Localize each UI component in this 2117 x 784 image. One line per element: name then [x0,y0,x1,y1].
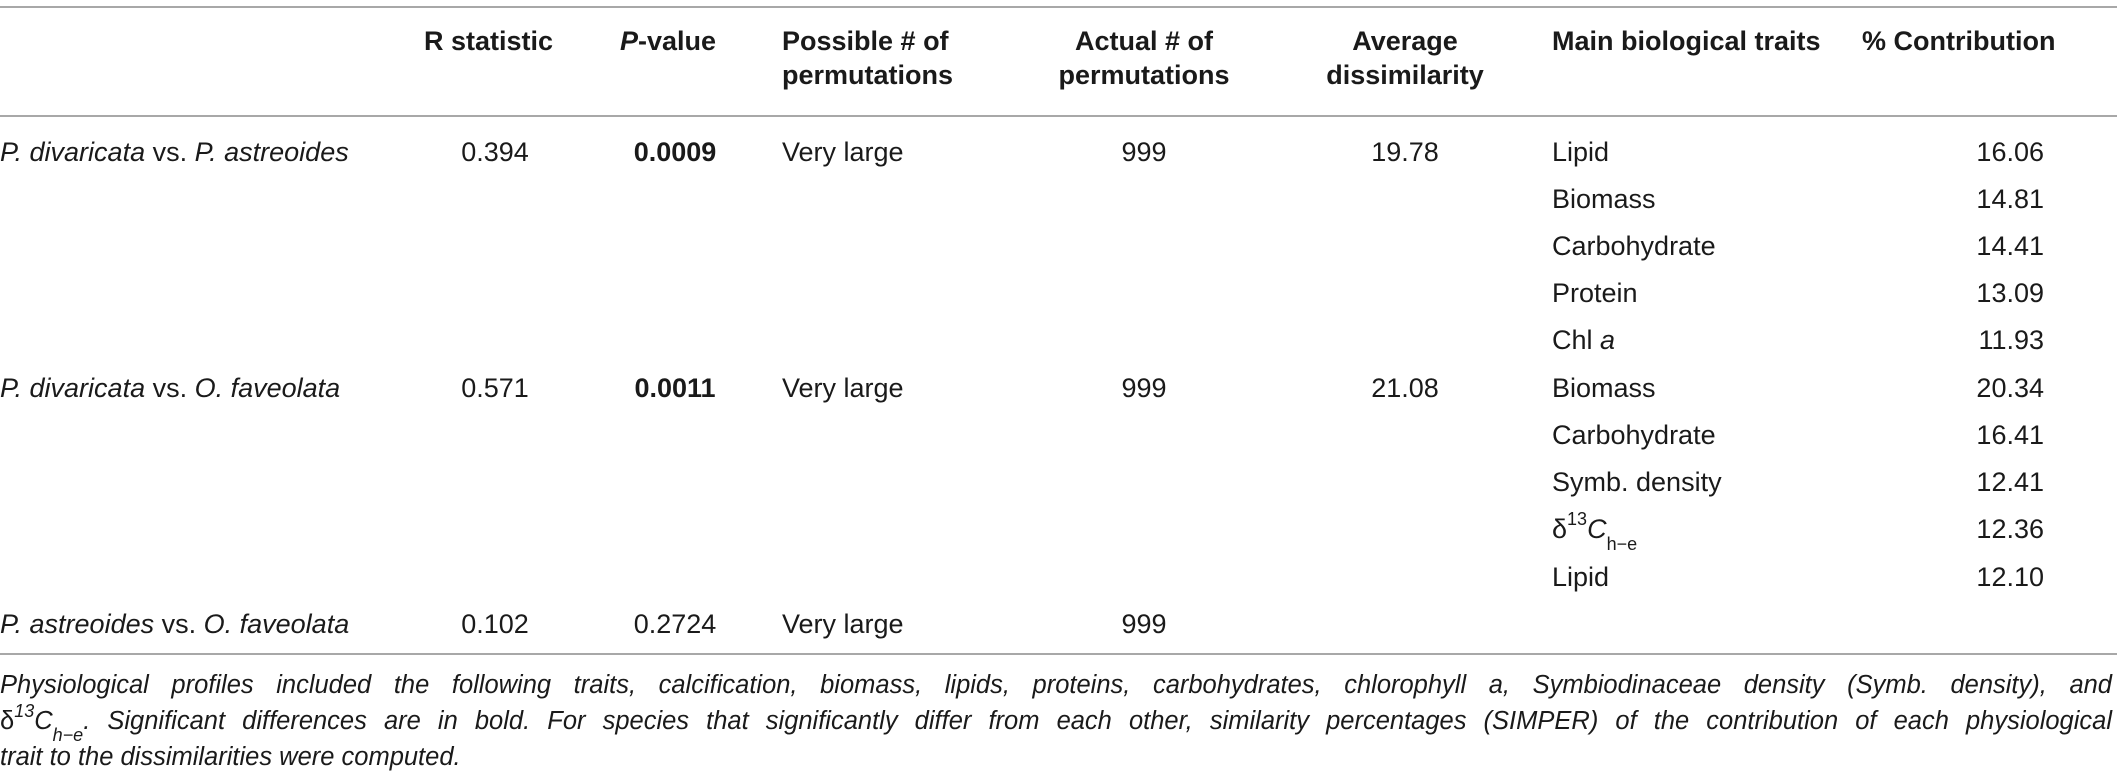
header-possible-permutations: Possible # of permutations [782,26,954,90]
trait-name: Carbohydrate [1552,231,1716,261]
r-statistic-value: 0.571 [461,373,529,403]
trait-name: δ13Ch−e [1552,509,1638,555]
trait-contribution: 16.06 [1976,137,2044,167]
p-value: 0.2724 [633,609,717,639]
footnote-line: trait to the dissimilarities were comput… [0,743,461,771]
trait-contribution: 16.41 [1976,420,2044,450]
header-r-statistic: R statistic [424,26,554,56]
trait-contribution: 14.41 [1976,231,2044,261]
table-header-rule [0,115,2117,117]
possible-permutations-value: Very large [782,137,904,167]
p-value: 0.0009 [633,137,717,167]
trait-contribution: 14.81 [1976,184,2044,214]
trait-contribution: 13.09 [1976,278,2044,308]
actual-permutations-value: 999 [1121,137,1167,167]
average-dissimilarity-value: 21.08 [1371,373,1439,403]
comparison-label: P. astreoides vs. O. faveolata [0,609,350,639]
trait-name: Biomass [1552,373,1656,403]
r-statistic-value: 0.102 [461,609,529,639]
header-main-biological-traits: Main biological traits [1552,26,1821,56]
r-statistic-value: 0.394 [461,137,529,167]
possible-permutations-value: Very large [782,609,904,639]
comparison-label: P. divaricata vs. O. faveolata [0,373,341,403]
table-footnote: Physiological profiles included the foll… [0,667,2112,775]
trait-contribution: 20.34 [1976,373,2044,403]
table-top-rule [0,6,2117,8]
p-value: 0.0011 [634,373,716,403]
footnote-line: Physiological profiles included the foll… [0,671,2112,699]
average-dissimilarity-value: 19.78 [1371,137,1439,167]
header-contribution: % Contribution [1862,26,2056,56]
trait-name: Chl a [1552,325,1616,355]
actual-permutations-value: 999 [1121,609,1167,639]
header-p-value: P-value [620,26,717,56]
header-average-dissimilarity: Average dissimilarity [1326,26,1484,90]
trait-contribution: 11.93 [1978,325,2044,355]
trait-contribution: 12.41 [1976,467,2044,497]
header-actual-permutations: Actual # of permutations [1058,26,1230,90]
footnote-line: δ13Ch−e. Significant differences are in … [0,700,2112,746]
trait-name: Symb. density [1552,467,1722,497]
trait-contribution: 12.36 [1976,514,2044,544]
comparison-label: P. divaricata vs. P. astreoides [0,137,349,167]
trait-name: Lipid [1552,562,1610,592]
trait-contribution: 12.10 [1976,562,2044,592]
table-bottom-rule [0,653,2117,655]
trait-name: Protein [1552,278,1638,308]
trait-name: Carbohydrate [1552,420,1716,450]
trait-name: Biomass [1552,184,1656,214]
actual-permutations-value: 999 [1121,373,1167,403]
possible-permutations-value: Very large [782,373,904,403]
trait-name: Lipid [1552,137,1610,167]
